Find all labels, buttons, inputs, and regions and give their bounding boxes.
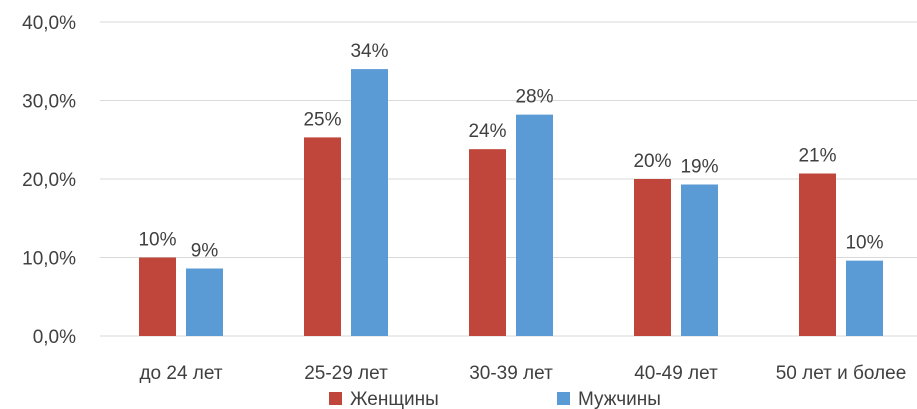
category-label: 30-39 лет	[469, 363, 553, 384]
category-label: 50 лет и более	[776, 363, 907, 384]
data-label: 10%	[845, 233, 883, 254]
y-tick-label: 0,0%	[33, 327, 76, 348]
legend: Женщины Мужчины	[329, 389, 661, 409]
legend-label-women: Женщины	[350, 389, 439, 409]
category-label: 40-49 лет	[634, 363, 718, 384]
y-tick-label: 10,0%	[22, 249, 76, 270]
data-label: 21%	[798, 146, 836, 167]
y-axis-ticks: 0,0% 10,0% 20,0% 30,0% 40,0%	[22, 13, 76, 348]
bar-men	[351, 69, 388, 336]
data-label: 28%	[515, 87, 553, 108]
bar-men	[846, 260, 883, 336]
data-label: 10%	[138, 230, 176, 251]
bar-women	[469, 149, 506, 336]
gridlines	[100, 21, 917, 337]
data-label: 9%	[191, 240, 219, 261]
legend-swatch-women	[329, 392, 342, 405]
y-tick-label: 40,0%	[22, 13, 76, 34]
legend-label-men: Мужчины	[578, 389, 661, 409]
x-axis-categories: до 24 лет 25-29 лет 30-39 лет 40-49 лет 50 л…	[139, 363, 906, 384]
category-label: до 24 лет	[139, 363, 222, 384]
data-label: 25%	[303, 109, 341, 130]
bar-women	[139, 257, 176, 336]
bar-men	[516, 114, 553, 336]
bar-women	[634, 179, 671, 336]
category-label: 25-29 лет	[304, 363, 388, 384]
data-labels: 10% 9% 25% 34% 24% 28% 20% 19% 21% 10%	[138, 41, 883, 261]
bar-men	[681, 184, 718, 336]
data-label: 34%	[350, 41, 388, 62]
bars	[139, 69, 883, 336]
data-label: 19%	[680, 156, 718, 177]
data-label: 20%	[633, 151, 671, 172]
y-tick-label: 30,0%	[22, 92, 76, 113]
data-label: 24%	[468, 121, 506, 142]
legend-swatch-men	[557, 392, 570, 405]
y-tick-label: 20,0%	[22, 170, 76, 191]
bar-women	[304, 137, 341, 336]
bar-men	[186, 268, 223, 336]
bar-women	[799, 173, 836, 336]
